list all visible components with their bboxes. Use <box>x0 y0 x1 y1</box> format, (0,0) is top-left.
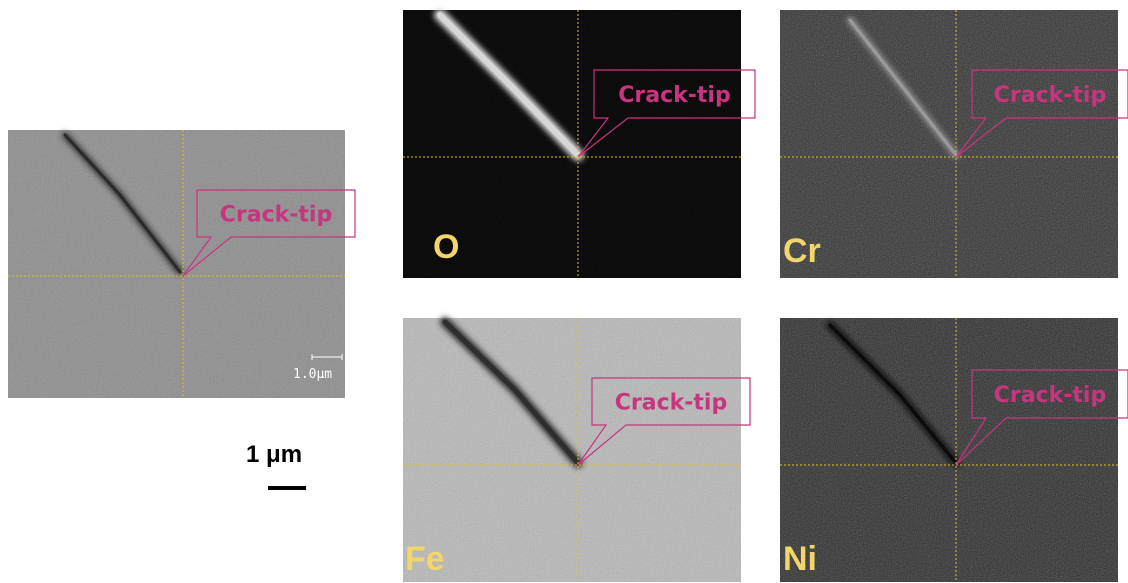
image-panel: Crack-tip Ni <box>780 318 1128 582</box>
element-label: Fe <box>405 540 445 578</box>
figure: 1 μm Crack-tip1.0μmCrack-tipOCrack-tipCr… <box>0 0 1128 583</box>
image-scale-label: 1.0μm <box>293 367 332 382</box>
element-label: Cr <box>783 232 821 270</box>
callout-text: Crack-tip <box>994 383 1106 408</box>
callout-text: Crack-tip <box>220 203 332 228</box>
callout-text: Crack-tip <box>994 83 1106 108</box>
element-label: O <box>433 228 459 266</box>
scale-bar <box>268 486 306 490</box>
element-label: Ni <box>783 540 817 578</box>
scale-bar-label: 1 μm <box>246 441 302 468</box>
callout-text: Crack-tip <box>618 83 730 108</box>
image-panel: Crack-tip Cr <box>780 10 1128 278</box>
image-panel: Crack-tip Fe <box>403 318 750 582</box>
image-panel: Crack-tip O <box>403 10 755 278</box>
image-panel: Crack-tip 1.0μm <box>8 130 355 398</box>
callout-text: Crack-tip <box>615 391 727 416</box>
